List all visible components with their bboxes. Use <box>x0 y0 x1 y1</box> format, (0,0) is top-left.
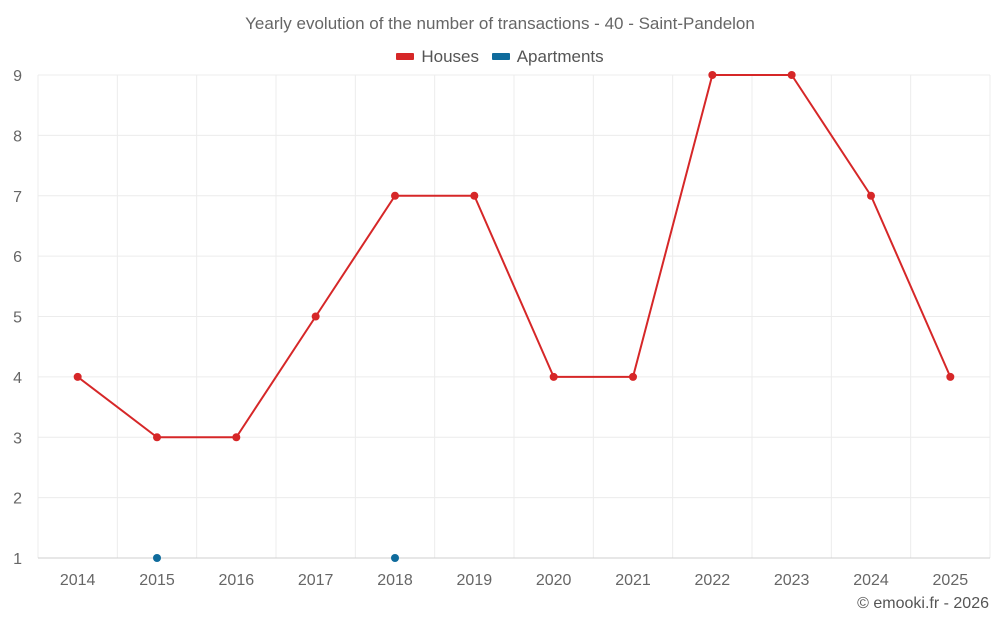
data-point-houses-2017 <box>311 312 320 321</box>
data-point-houses-2021 <box>629 372 637 381</box>
data-point-houses-2016 <box>232 433 241 442</box>
y-tick-label-3: 3 <box>13 430 22 447</box>
legend-label-houses: Houses <box>421 46 479 66</box>
y-tick-label-7: 7 <box>13 189 22 206</box>
legend-label-apartments: Apartments <box>516 46 604 66</box>
x-tick-label-2021: 2021 <box>615 572 651 589</box>
y-tick-label-4: 4 <box>13 370 22 387</box>
x-tick-label-2024: 2024 <box>853 572 889 589</box>
y-tick-label-1: 1 <box>13 551 22 568</box>
data-point-houses-2022 <box>708 71 717 79</box>
data-point-houses-2015 <box>153 433 161 442</box>
legend: Houses Apartments <box>0 45 1000 67</box>
data-point-houses-2018 <box>391 191 399 200</box>
x-tick-label-2025: 2025 <box>933 572 969 589</box>
x-tick-label-2023: 2023 <box>774 572 810 589</box>
data-point-houses-2025 <box>946 372 955 381</box>
y-tick-label-8: 8 <box>13 128 22 145</box>
x-tick-label-2014: 2014 <box>60 572 96 589</box>
x-tick-label-2020: 2020 <box>536 572 572 589</box>
legend-item-houses[interactable]: Houses <box>396 47 479 67</box>
data-point-houses-2023 <box>787 71 796 79</box>
x-tick-label-2019: 2019 <box>457 572 493 589</box>
series-line-houses <box>77 74 952 439</box>
data-point-houses-2014 <box>73 372 82 381</box>
data-point-houses-2020 <box>549 372 558 381</box>
y-tick-label-5: 5 <box>13 310 22 327</box>
credit-text: © emooki.fr - 2026 <box>857 595 989 612</box>
data-point-houses-2019 <box>470 191 479 200</box>
data-point-houses-2024 <box>867 191 875 200</box>
legend-item-apartments[interactable]: Apartments <box>491 46 604 67</box>
legend-swatch-houses <box>396 53 415 60</box>
x-tick-label-2017: 2017 <box>298 572 334 589</box>
y-tick-label-2: 2 <box>13 491 22 508</box>
data-point-apartments-2018 <box>391 554 399 562</box>
x-tick-label-2018: 2018 <box>377 572 413 589</box>
x-tick-label-2015: 2015 <box>139 572 175 589</box>
x-tick-label-2022: 2022 <box>695 572 731 589</box>
data-point-apartments-2015 <box>153 554 161 562</box>
y-tick-label-6: 6 <box>13 249 22 266</box>
x-tick-label-2016: 2016 <box>219 572 255 589</box>
chart-title: Yearly evolution of the number of transa… <box>245 14 755 33</box>
legend-swatch-apartments <box>491 53 510 60</box>
y-tick-label-9: 9 <box>13 68 22 85</box>
